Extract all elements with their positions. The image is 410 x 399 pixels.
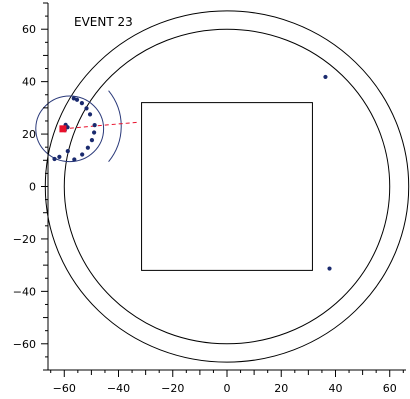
hit-point [74,97,80,102]
hit-point [92,123,97,128]
y-axis: −60 −40 −20 0 20 40 60 [13,2,48,371]
hits-layer [52,74,332,271]
hit-point [87,112,93,117]
tracks-layer [35,90,138,163]
inner-circle [63,28,391,345]
direction-line [62,121,138,130]
hit-point [65,149,70,154]
hit-point [57,154,62,159]
hit-point [89,138,95,143]
outer-circle [44,10,410,363]
track-arc [108,90,122,163]
hit-point [85,145,90,150]
x-tick-label: −40 [107,382,130,395]
hit-point [52,156,57,162]
hit-point [71,96,76,101]
axes-frame [47,3,406,371]
y-tick-label: 60 [22,23,36,36]
hit-point [80,152,85,157]
x-tick-label: −60 [53,382,76,395]
y-tick-label: 40 [22,76,36,89]
vertex-marker [59,125,67,133]
chart-title: EVENT 23 [74,15,133,29]
x-tick-label: 20 [274,382,288,395]
hit-point [79,101,85,106]
x-tick-label: 60 [383,382,397,395]
detector-geometry [44,10,410,363]
y-tick-label: −20 [13,233,36,246]
x-tick-label: 40 [328,382,342,395]
hit-point [84,106,89,111]
y-tick-label: 20 [22,128,36,141]
x-axis: −60 −40 −20 0 20 40 60 [50,370,404,395]
central-square [141,102,313,271]
y-tick-label: 0 [29,181,36,194]
x-tick-label: 0 [224,382,231,395]
y-tick-label: −40 [13,285,36,298]
hit-point [323,74,328,80]
track-circle [35,95,105,163]
hit-point [92,130,97,135]
hit-point [327,266,332,271]
y-tick-label: −60 [13,338,36,351]
x-tick-label: −20 [161,382,184,395]
hit-point [72,157,77,162]
